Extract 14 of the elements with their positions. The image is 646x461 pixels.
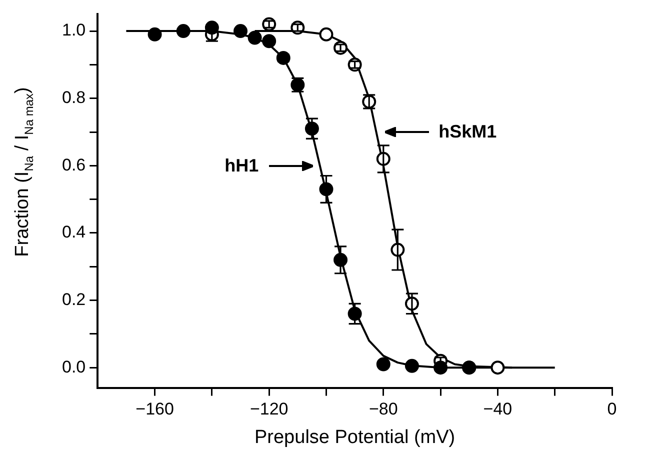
x-tick-label: −80	[368, 400, 398, 419]
y-tick-label: 0.2	[62, 290, 86, 309]
x-tick-label: −120	[250, 400, 288, 419]
y-tick-label: 0.6	[62, 155, 86, 174]
x-tick-label: −40	[483, 400, 512, 419]
y-tick-label: 0.4	[62, 222, 86, 242]
legend-label: hSkM1	[438, 122, 497, 142]
text: hH1	[224, 155, 259, 176]
x-axis-title: Prepulse Potential (mV)	[254, 426, 456, 448]
y-tick-label: 1.0	[62, 20, 86, 40]
x-tick-label: −160	[136, 400, 174, 419]
y-tick-label: 0.0	[62, 357, 86, 376]
x-tick-label: 0	[607, 400, 617, 419]
y-tick-label: 0.8	[62, 88, 86, 108]
